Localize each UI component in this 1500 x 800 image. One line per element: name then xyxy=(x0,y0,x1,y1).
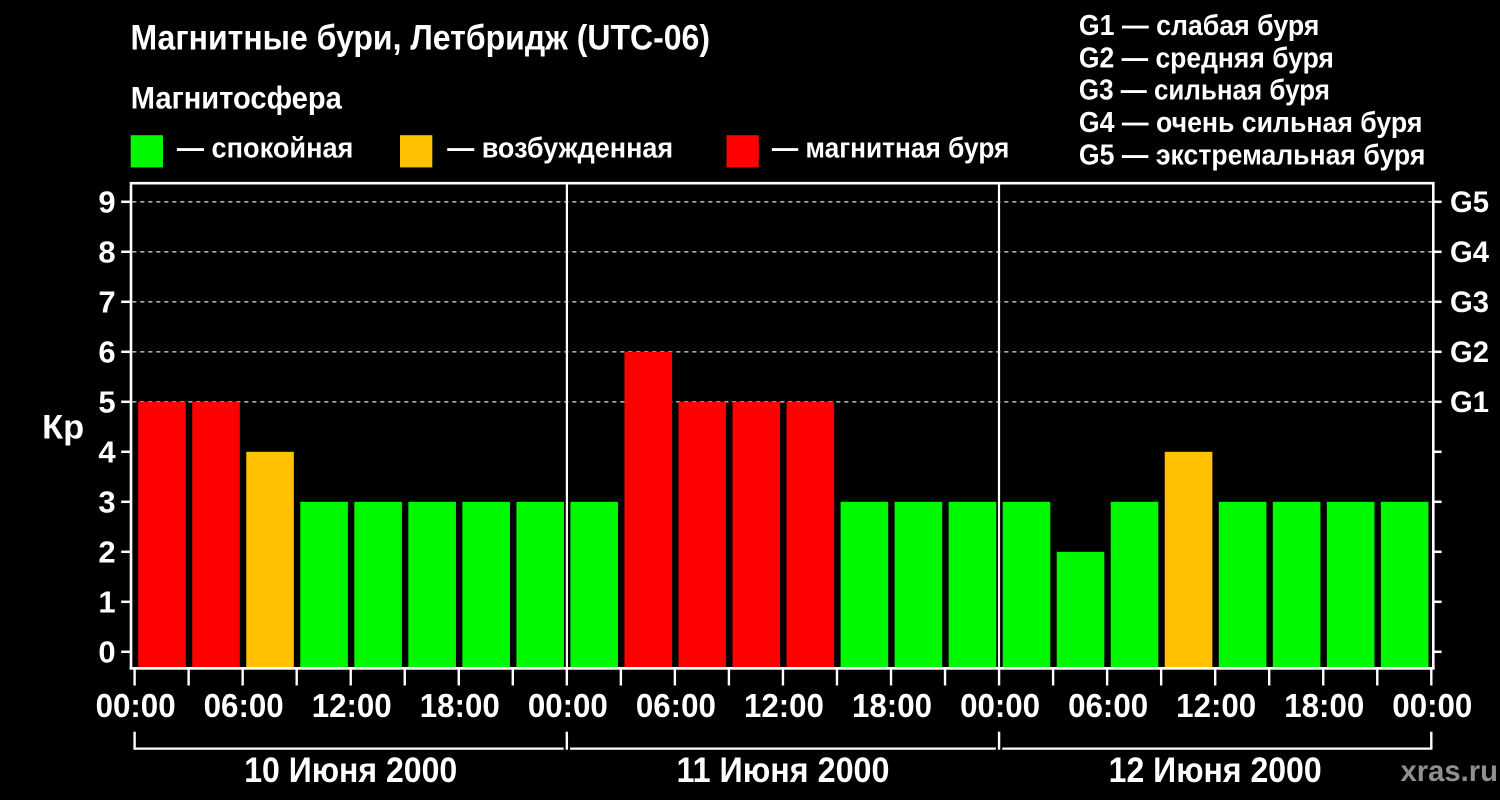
svg-text:12 Июня 2000: 12 Июня 2000 xyxy=(1109,751,1322,790)
svg-text:G3: G3 xyxy=(1450,286,1489,319)
svg-text:G4 — очень сильная буря: G4 — очень сильная буря xyxy=(1079,107,1423,139)
svg-text:5: 5 xyxy=(98,385,115,420)
svg-text:2: 2 xyxy=(98,535,115,570)
svg-text:1: 1 xyxy=(98,585,115,620)
svg-text:8: 8 xyxy=(98,235,115,270)
svg-text:G1: G1 xyxy=(1450,386,1489,419)
svg-text:G2 — средняя буря: G2 — средняя буря xyxy=(1079,42,1334,74)
svg-text:— возбужденная: — возбужденная xyxy=(447,133,673,165)
svg-text:G4: G4 xyxy=(1450,236,1490,269)
svg-text:0: 0 xyxy=(98,635,115,670)
svg-text:18:00: 18:00 xyxy=(420,688,500,725)
svg-text:06:00: 06:00 xyxy=(204,688,284,725)
svg-text:Магнитные бури, Летбридж (UTC-: Магнитные бури, Летбридж (UTC-06) xyxy=(131,18,711,57)
svg-text:00:00: 00:00 xyxy=(960,688,1040,725)
svg-text:12:00: 12:00 xyxy=(312,688,392,725)
svg-text:Кр: Кр xyxy=(42,408,84,446)
svg-text:12:00: 12:00 xyxy=(744,688,824,725)
svg-text:3: 3 xyxy=(98,485,115,520)
svg-text:06:00: 06:00 xyxy=(636,688,716,725)
svg-text:00:00: 00:00 xyxy=(1392,688,1472,725)
svg-text:18:00: 18:00 xyxy=(852,688,932,725)
svg-text:G2: G2 xyxy=(1450,336,1489,369)
svg-text:4: 4 xyxy=(98,435,116,470)
svg-text:G5: G5 xyxy=(1450,186,1489,219)
svg-text:G3 — сильная буря: G3 — сильная буря xyxy=(1079,75,1330,107)
svg-text:00:00: 00:00 xyxy=(528,688,608,725)
svg-text:Магнитосфера: Магнитосфера xyxy=(131,79,342,115)
svg-text:00:00: 00:00 xyxy=(96,688,176,725)
svg-text:xras.ru: xras.ru xyxy=(1401,755,1499,788)
svg-text:7: 7 xyxy=(98,285,115,320)
svg-text:— магнитная буря: — магнитная буря xyxy=(772,133,1010,165)
svg-text:9: 9 xyxy=(98,185,115,220)
svg-text:G1 — слабая буря: G1 — слабая буря xyxy=(1079,10,1320,42)
svg-text:— спокойная: — спокойная xyxy=(177,133,354,165)
svg-text:11 Июня 2000: 11 Июня 2000 xyxy=(676,751,889,790)
svg-text:12:00: 12:00 xyxy=(1176,688,1256,725)
svg-text:G5 — экстремальная буря: G5 — экстремальная буря xyxy=(1079,139,1426,171)
svg-text:10 Июня 2000: 10 Июня 2000 xyxy=(244,751,457,790)
svg-text:06:00: 06:00 xyxy=(1068,688,1148,725)
svg-text:18:00: 18:00 xyxy=(1284,688,1364,725)
svg-text:6: 6 xyxy=(98,335,115,370)
